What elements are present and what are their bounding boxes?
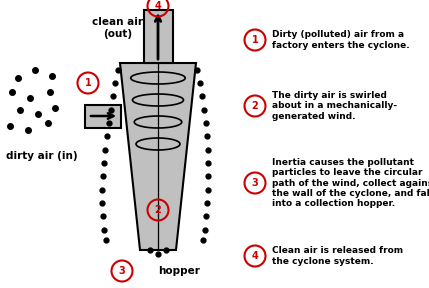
Text: The dirty air is swirled
about in a mechanically-
generated wind.: The dirty air is swirled about in a mech… [272, 91, 397, 121]
Polygon shape [85, 105, 121, 128]
Text: dirty air (in): dirty air (in) [6, 151, 78, 161]
Text: Clean air is released from
the cyclone system.: Clean air is released from the cyclone s… [272, 246, 403, 266]
Text: 3: 3 [119, 266, 125, 276]
Text: hopper: hopper [158, 266, 200, 276]
Text: 4: 4 [154, 1, 161, 11]
Text: 2: 2 [154, 205, 161, 215]
Text: Dirty (polluted) air from a
factory enters the cyclone.: Dirty (polluted) air from a factory ente… [272, 30, 410, 50]
Text: 1: 1 [85, 78, 91, 88]
Text: Inertia causes the pollutant
particles to leave the circular
path of the wind, c: Inertia causes the pollutant particles t… [272, 158, 429, 208]
Text: 2: 2 [252, 101, 258, 111]
Text: 4: 4 [252, 251, 258, 261]
Polygon shape [120, 63, 196, 250]
Polygon shape [143, 10, 172, 63]
Text: 1: 1 [252, 35, 258, 45]
Text: clean air
(out): clean air (out) [93, 17, 143, 39]
Text: 3: 3 [252, 178, 258, 188]
